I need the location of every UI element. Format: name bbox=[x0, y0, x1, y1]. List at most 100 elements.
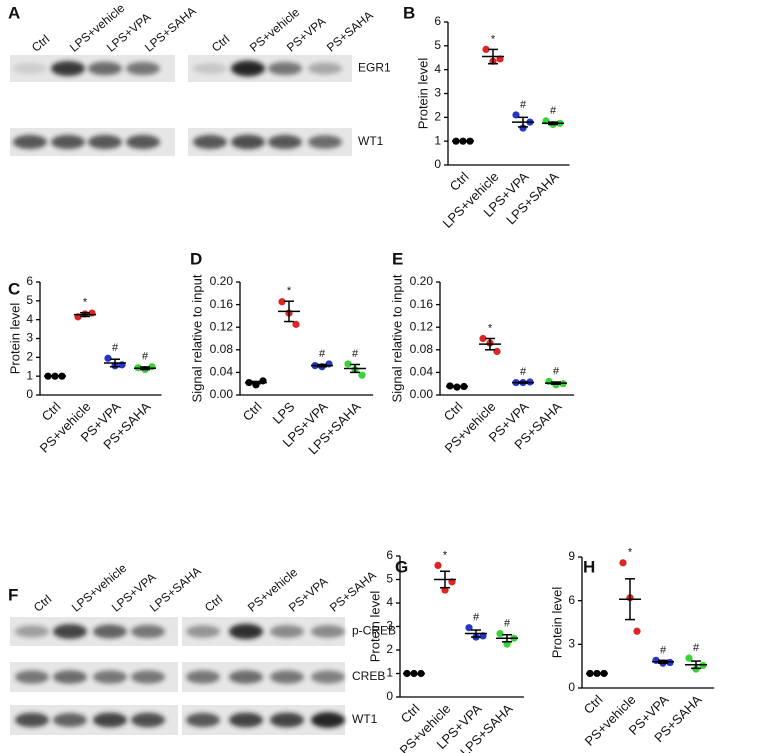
blot-band bbox=[186, 712, 220, 728]
data-point bbox=[619, 559, 627, 567]
blot-band bbox=[15, 712, 49, 728]
blot-band bbox=[88, 61, 122, 76]
blot-band bbox=[270, 712, 304, 728]
y-tick-label: 3 bbox=[568, 637, 575, 651]
panel-letter: G bbox=[395, 557, 408, 576]
blot-band bbox=[131, 670, 165, 684]
y-tick-label: 0.12 bbox=[210, 319, 234, 333]
lane-label: Ctrl bbox=[29, 32, 52, 55]
y-tick-label: 5 bbox=[434, 38, 441, 52]
blot-band bbox=[13, 63, 47, 74]
y-tick-label: 0.00 bbox=[410, 387, 434, 401]
lane-label: LPS+SAHA bbox=[147, 564, 204, 615]
row-label: WT1 bbox=[358, 134, 384, 148]
y-axis-label: Protein level bbox=[7, 303, 22, 375]
y-tick-label: 6 bbox=[386, 548, 393, 562]
significance-mark: # bbox=[660, 644, 667, 656]
blot-band bbox=[93, 670, 127, 684]
x-tick-label: LPS bbox=[270, 399, 298, 427]
y-tick-label: 0 bbox=[386, 689, 393, 703]
blot-band bbox=[229, 623, 263, 640]
blot-band bbox=[193, 63, 227, 74]
y-tick-label: 5 bbox=[386, 572, 393, 586]
blot-band bbox=[229, 670, 263, 684]
y-tick-label: 3 bbox=[434, 86, 441, 100]
blot-band bbox=[193, 134, 227, 150]
y-axis-label: Protein level bbox=[367, 591, 382, 663]
lane-label: Ctrl bbox=[202, 592, 225, 615]
data-point bbox=[493, 347, 501, 356]
blot-band bbox=[311, 625, 345, 638]
y-axis-label: Protein level bbox=[549, 587, 564, 659]
significance-mark: * bbox=[83, 297, 88, 309]
blot-band bbox=[15, 625, 49, 638]
row-label: p-CREB bbox=[352, 624, 396, 638]
data-point bbox=[344, 360, 352, 368]
blot-band bbox=[308, 135, 342, 149]
significance-mark: # bbox=[142, 351, 149, 363]
y-tick-label: 2 bbox=[386, 642, 393, 656]
lane-label: LPS+SAHA bbox=[142, 4, 199, 55]
significance-mark: # bbox=[553, 365, 560, 377]
y-axis-label: Signal relative to input bbox=[389, 274, 404, 402]
y-tick-label: 9 bbox=[568, 549, 575, 563]
blot-band bbox=[93, 624, 127, 639]
blot-band bbox=[311, 670, 345, 684]
x-tick-label: Ctrl bbox=[447, 169, 472, 194]
data-point bbox=[496, 629, 504, 638]
blot-band bbox=[231, 134, 265, 150]
y-tick-label: 0.00 bbox=[210, 387, 234, 401]
panel-letter: C bbox=[8, 279, 20, 298]
blot-band bbox=[51, 60, 85, 77]
data-point bbox=[434, 561, 442, 570]
lane-label: Ctrl bbox=[31, 592, 54, 615]
y-tick-label: 0 bbox=[568, 680, 575, 694]
y-tick-label: 4 bbox=[386, 595, 393, 609]
blot-band bbox=[88, 134, 122, 150]
significance-mark: * bbox=[488, 322, 493, 334]
y-tick-label: 1 bbox=[26, 368, 33, 382]
data-point bbox=[633, 627, 641, 635]
blot-band bbox=[53, 670, 87, 684]
blot-band bbox=[53, 624, 87, 639]
y-axis-label: Protein level bbox=[415, 58, 430, 130]
y-tick-label: 0.12 bbox=[410, 319, 434, 333]
panel-letter: D bbox=[190, 249, 202, 268]
row-label: EGR1 bbox=[358, 61, 391, 75]
y-tick-label: 4 bbox=[26, 312, 33, 326]
data-point bbox=[512, 111, 520, 119]
y-tick-label: 0 bbox=[26, 387, 33, 401]
x-tick-label: Ctrl bbox=[398, 701, 423, 726]
y-tick-label: 1 bbox=[434, 133, 441, 147]
significance-mark: * bbox=[628, 547, 633, 559]
y-tick-label: 3 bbox=[26, 331, 33, 345]
significance-mark: * bbox=[491, 33, 496, 45]
y-tick-label: 0.04 bbox=[410, 365, 434, 379]
y-tick-label: 0.16 bbox=[210, 297, 234, 311]
y-tick-label: 2 bbox=[26, 350, 33, 364]
x-tick-label: Ctrl bbox=[240, 399, 265, 424]
panel-letter: B bbox=[403, 3, 415, 22]
y-tick-label: 0.04 bbox=[210, 365, 234, 379]
y-tick-label: 0.16 bbox=[410, 297, 434, 311]
y-tick-label: 4 bbox=[434, 62, 441, 76]
blot-band bbox=[126, 61, 160, 76]
y-axis-label: Signal relative to input bbox=[189, 274, 204, 402]
blot-band bbox=[131, 712, 165, 728]
blot-band bbox=[126, 134, 160, 150]
blot-band bbox=[53, 713, 87, 727]
data-point bbox=[278, 298, 286, 306]
significance-mark: # bbox=[504, 617, 511, 629]
blot-band bbox=[270, 625, 304, 638]
significance-mark: # bbox=[352, 348, 359, 360]
lane-label: PS+SAHA bbox=[324, 8, 376, 55]
data-point bbox=[358, 371, 366, 379]
blot-band bbox=[231, 60, 265, 77]
significance-mark: * bbox=[443, 549, 448, 561]
blot-band bbox=[51, 134, 85, 150]
blot-band bbox=[270, 670, 304, 684]
y-tick-label: 1 bbox=[386, 666, 393, 680]
blot-band bbox=[15, 670, 49, 684]
